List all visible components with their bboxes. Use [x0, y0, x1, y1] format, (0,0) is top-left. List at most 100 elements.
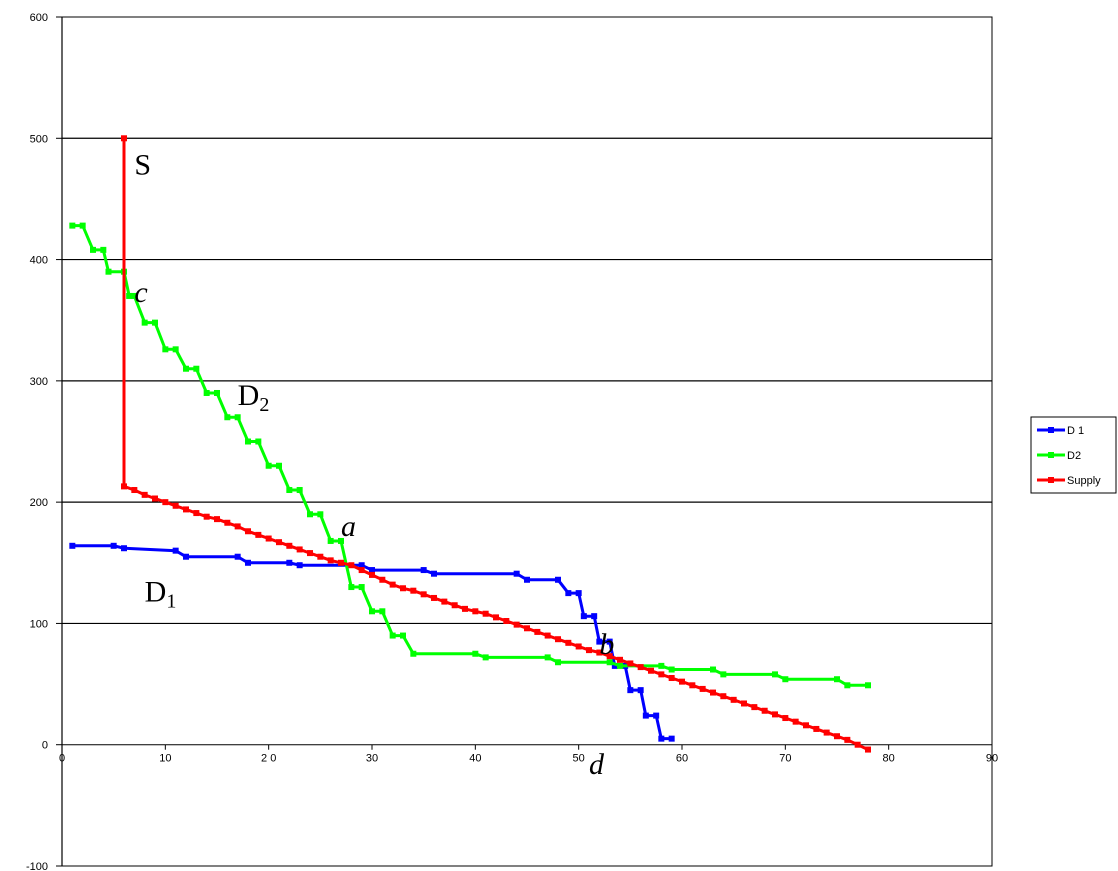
data-point	[555, 636, 561, 643]
data-point	[245, 528, 251, 535]
data-point	[162, 499, 169, 506]
data-point	[389, 632, 396, 639]
data-point	[296, 562, 303, 569]
label-c: c	[134, 276, 147, 309]
legend-marker	[1048, 452, 1054, 458]
data-point	[658, 671, 665, 678]
data-point	[544, 632, 551, 639]
x-tick-label: 2 0	[261, 753, 276, 765]
data-point	[203, 389, 210, 396]
data-point	[105, 268, 112, 275]
data-point	[79, 222, 86, 229]
data-point	[131, 487, 138, 494]
data-point	[772, 711, 778, 718]
data-point	[410, 650, 417, 657]
data-point	[234, 414, 241, 421]
x-tick-label: 60	[676, 753, 688, 765]
data-point	[193, 510, 200, 517]
data-point	[493, 614, 499, 621]
data-point	[710, 666, 716, 673]
data-point	[193, 365, 200, 372]
data-point	[410, 587, 417, 594]
data-point	[586, 647, 592, 654]
data-point	[637, 664, 644, 671]
data-point	[286, 559, 293, 566]
data-point	[782, 715, 789, 722]
data-point	[389, 581, 396, 588]
x-tick-label: 0	[59, 753, 65, 765]
data-point	[772, 671, 778, 678]
data-point	[69, 222, 76, 229]
data-point	[606, 653, 613, 660]
data-point	[338, 559, 344, 566]
y-tick-label: 200	[30, 497, 48, 509]
data-point	[699, 685, 706, 692]
x-tick-label: 50	[573, 753, 585, 765]
data-point	[121, 135, 127, 142]
data-point	[462, 605, 468, 612]
data-point	[224, 519, 231, 526]
data-point	[286, 542, 293, 549]
data-point	[255, 438, 262, 445]
data-point	[813, 725, 820, 732]
label-b: b	[599, 628, 614, 661]
data-point	[503, 618, 510, 625]
data-point	[482, 654, 489, 661]
data-point	[152, 495, 158, 502]
data-point	[358, 584, 365, 591]
data-point	[627, 660, 634, 667]
data-point	[234, 523, 241, 530]
data-point	[431, 570, 437, 577]
data-point	[214, 389, 220, 396]
label-d1: D1	[145, 576, 177, 613]
data-point	[327, 537, 334, 544]
data-point	[379, 576, 386, 583]
data-point	[296, 546, 303, 553]
data-point	[431, 594, 437, 601]
data-point	[90, 246, 96, 253]
data-point	[327, 557, 334, 564]
data-point	[658, 662, 665, 669]
data-point	[611, 662, 618, 669]
data-point	[761, 707, 768, 714]
y-tick-label: 300	[30, 376, 48, 388]
data-point	[183, 506, 189, 513]
data-point	[730, 696, 737, 703]
data-point	[400, 632, 406, 639]
series-layer	[69, 135, 871, 753]
data-point	[441, 598, 448, 605]
data-point	[203, 513, 210, 520]
legend-label: D2	[1067, 450, 1081, 462]
data-point	[400, 585, 406, 592]
data-point	[741, 700, 747, 707]
data-point	[369, 567, 375, 574]
label-d: d	[589, 748, 605, 781]
data-point	[555, 576, 561, 583]
data-point	[141, 319, 148, 326]
data-point	[565, 639, 572, 646]
data-point	[131, 292, 138, 299]
data-point	[627, 687, 634, 694]
data-point	[575, 643, 582, 650]
data-point	[307, 550, 313, 557]
data-point	[823, 729, 830, 736]
data-point	[642, 712, 649, 719]
x-tick-label: 30	[366, 753, 378, 765]
data-point	[358, 567, 365, 574]
data-point	[317, 553, 324, 560]
data-point	[224, 414, 231, 421]
data-point	[653, 712, 660, 719]
x-tick-label: 80	[883, 753, 895, 765]
data-point	[606, 659, 613, 666]
annotation-layer: Sc D2 a D1 b d	[134, 149, 614, 781]
x-tick-label: 90	[986, 753, 998, 765]
data-point	[596, 638, 603, 645]
y-tick-label: 500	[30, 133, 48, 145]
data-point	[803, 722, 809, 729]
data-point	[183, 553, 189, 560]
data-point	[172, 502, 179, 509]
data-point	[606, 638, 613, 645]
data-point	[234, 553, 241, 560]
data-point	[617, 662, 623, 669]
